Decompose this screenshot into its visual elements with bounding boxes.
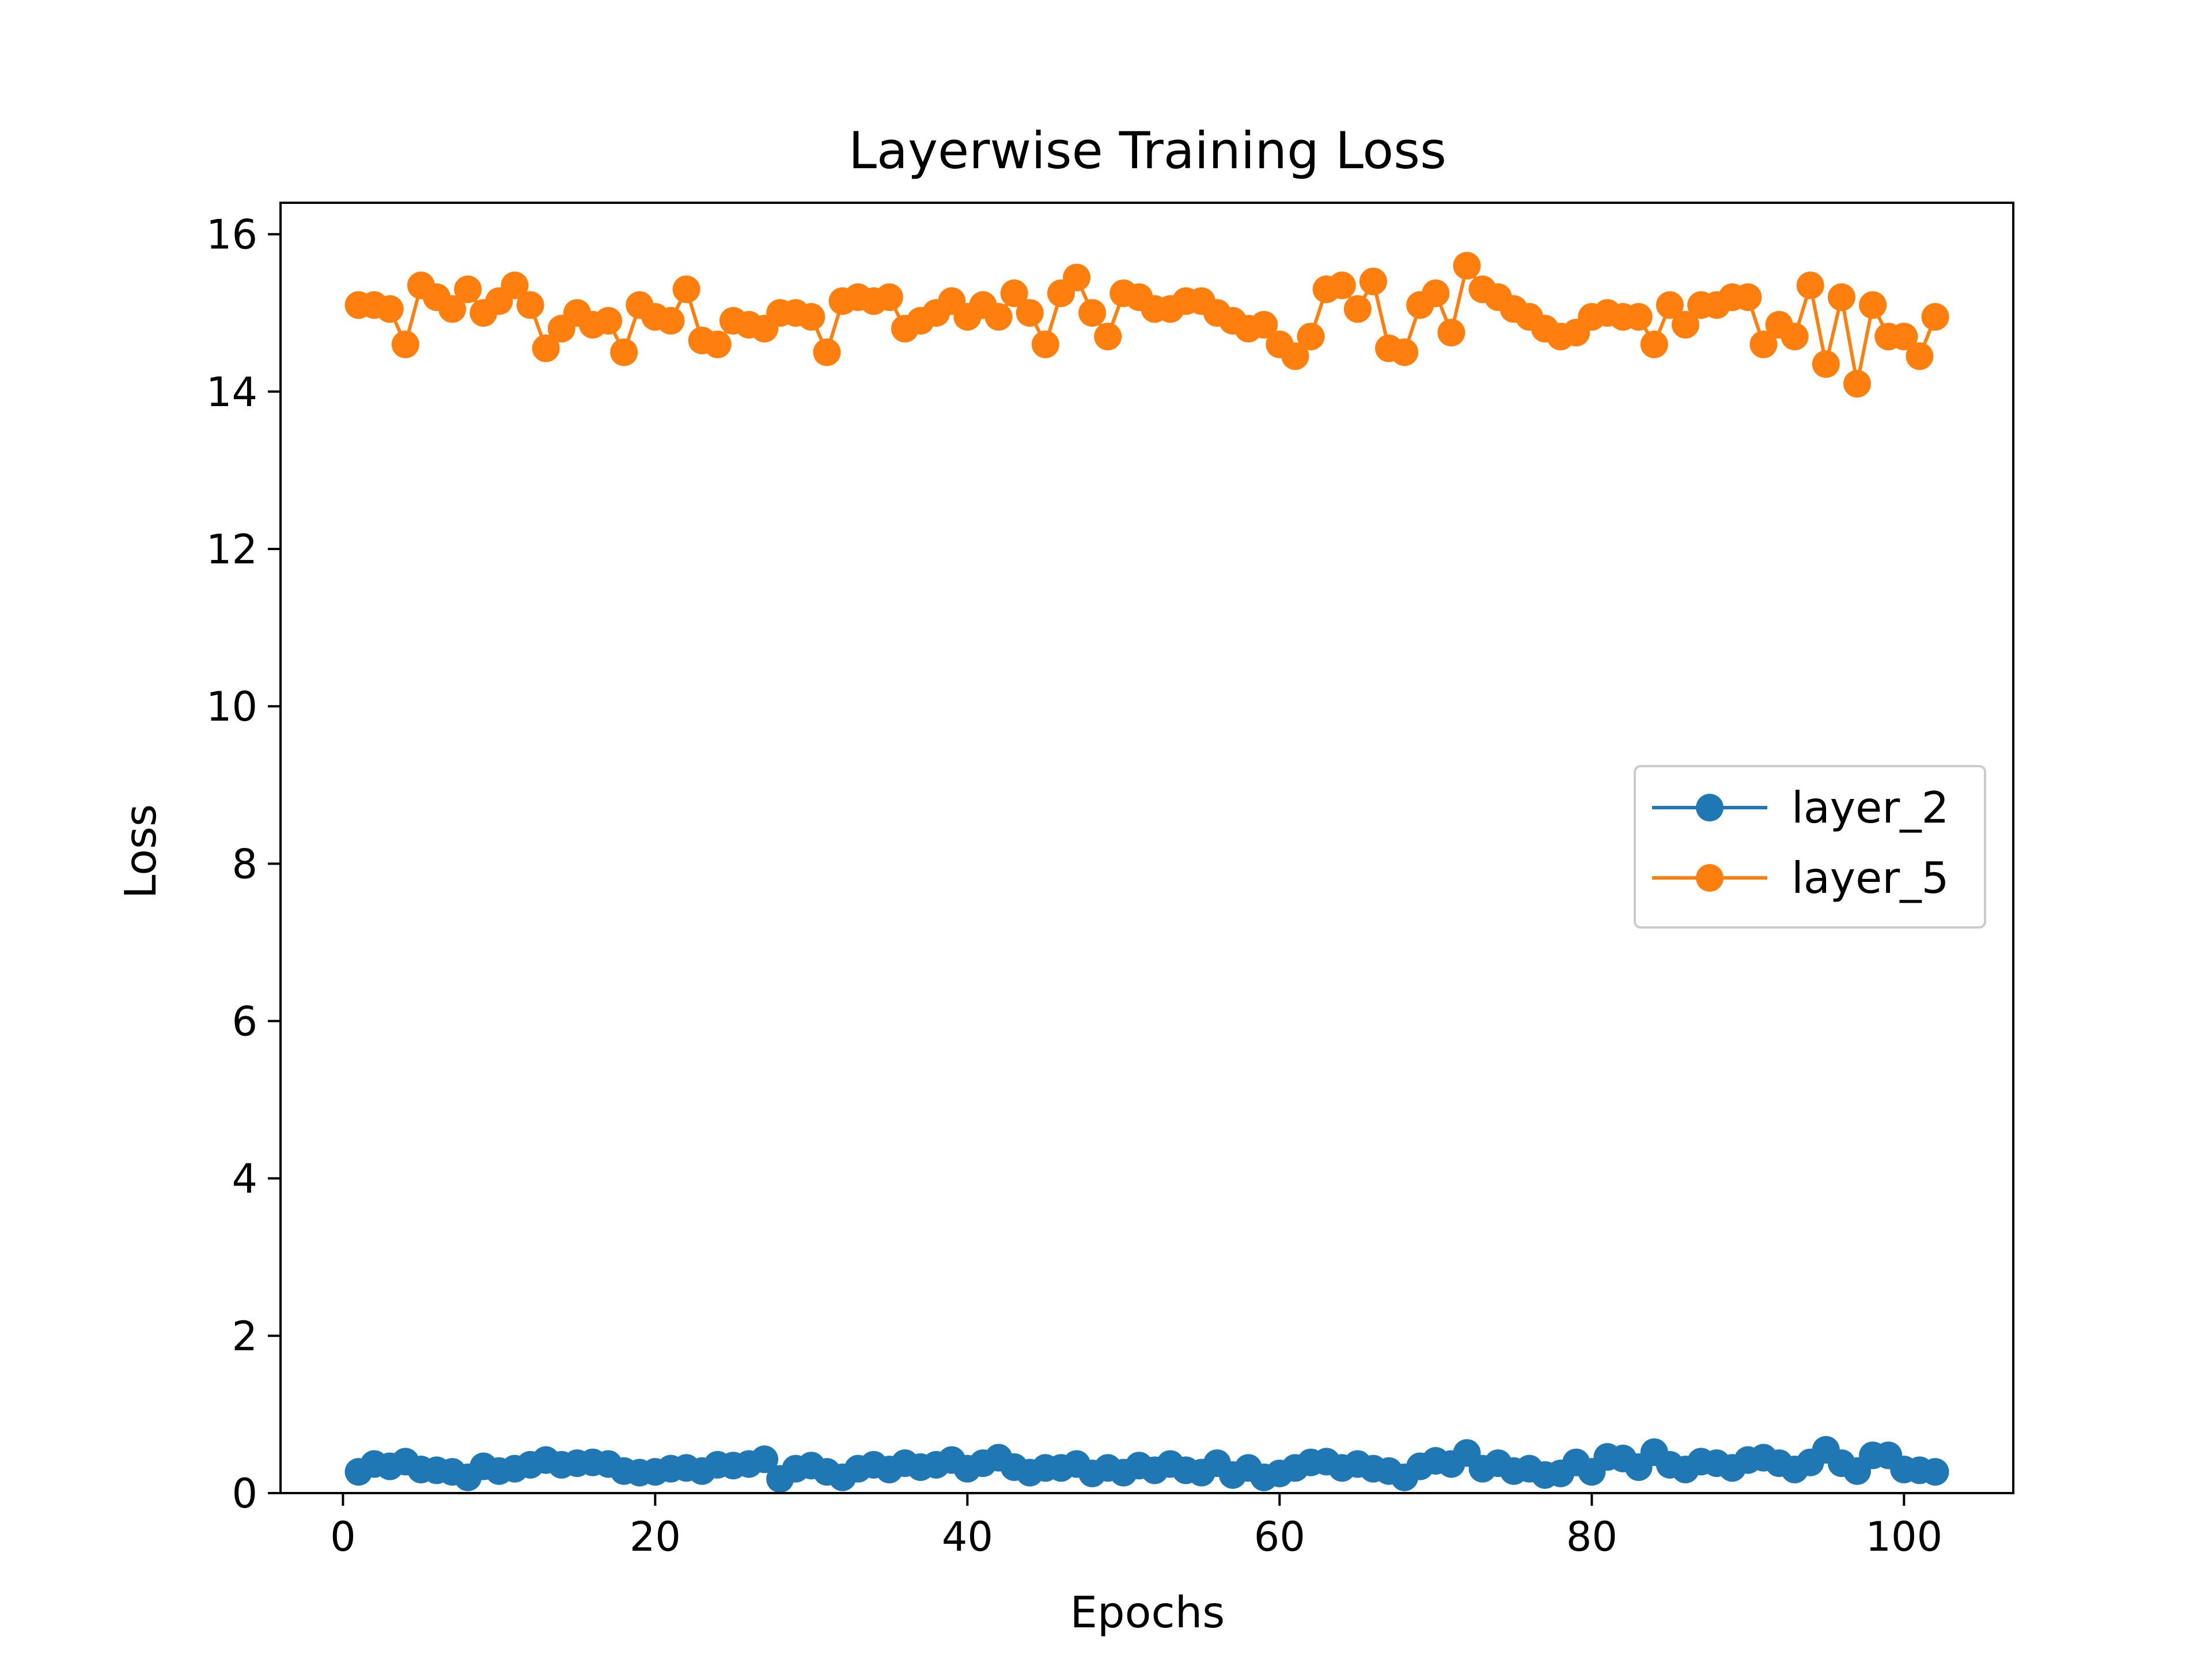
chart-title: Layerwise Training Loss <box>849 121 1446 180</box>
data-point-layer_5 <box>1734 283 1762 311</box>
y-tick-label: 8 <box>232 840 257 888</box>
data-point-layer_5 <box>1906 342 1934 370</box>
data-point-layer_5 <box>1297 323 1325 351</box>
data-point-layer_5 <box>438 295 467 323</box>
data-point-layer_5 <box>797 303 825 331</box>
data-point-layer_5 <box>1796 271 1824 300</box>
y-tick-label: 2 <box>232 1313 257 1360</box>
data-point-layer_2 <box>751 1445 779 1474</box>
plot-area-frame <box>279 202 2014 1494</box>
series-layer_2 <box>344 1435 1949 1493</box>
data-point-layer_5 <box>1063 263 1091 291</box>
y-tick-label: 4 <box>232 1156 257 1203</box>
data-point-layer_5 <box>1016 299 1044 327</box>
data-point-layer_5 <box>1250 310 1278 339</box>
y-tick-label: 14 <box>206 369 257 416</box>
legend-marker-layer_2 <box>1696 794 1724 821</box>
y-axis-label: Loss <box>115 804 166 899</box>
data-point-layer_5 <box>1812 350 1840 378</box>
x-tick-label: 60 <box>1254 1513 1305 1560</box>
x-tick-label: 100 <box>1866 1513 1943 1560</box>
data-point-layer_5 <box>1921 303 1949 331</box>
legend-marker-layer_5 <box>1696 864 1724 892</box>
y-tick-label: 16 <box>206 211 257 259</box>
data-point-layer_5 <box>1890 323 1918 351</box>
data-point-layer_5 <box>376 295 404 323</box>
x-tick-label: 20 <box>630 1513 681 1560</box>
x-tick-label: 80 <box>1566 1513 1618 1560</box>
data-point-layer_5 <box>532 334 560 362</box>
data-point-layer_5 <box>1422 279 1450 308</box>
data-point-layer_5 <box>1094 323 1122 351</box>
data-point-layer_5 <box>1000 279 1028 308</box>
data-point-layer_5 <box>1749 330 1778 358</box>
data-point-layer_5 <box>1781 323 1809 351</box>
data-point-layer_5 <box>1359 267 1387 296</box>
y-tick-label: 10 <box>206 683 257 730</box>
data-point-layer_5 <box>1031 330 1059 358</box>
series-layer_5 <box>344 252 1949 398</box>
data-point-layer_5 <box>1078 299 1107 327</box>
data-point-layer_5 <box>984 303 1013 331</box>
data-point-layer_5 <box>703 330 732 358</box>
data-point-layer_5 <box>594 306 623 335</box>
y-tick-label: 0 <box>232 1470 257 1517</box>
x-tick-label: 0 <box>330 1513 356 1560</box>
y-tick-label: 6 <box>232 998 257 1045</box>
data-point-layer_5 <box>1827 283 1855 311</box>
legend: layer_2 layer_5 <box>1634 765 1986 929</box>
data-point-layer_5 <box>1671 310 1699 339</box>
y-tick-label: 12 <box>206 526 257 573</box>
data-point-layer_5 <box>1843 370 1872 398</box>
data-point-layer_5 <box>1453 252 1481 280</box>
data-point-layer_5 <box>1343 295 1372 323</box>
x-tick-label: 40 <box>942 1513 993 1560</box>
data-point-layer_5 <box>1437 319 1465 347</box>
data-point-layer_5 <box>1281 342 1309 370</box>
data-point-layer_2 <box>1921 1458 1949 1486</box>
data-point-layer_5 <box>516 291 544 319</box>
data-point-layer_5 <box>1391 338 1419 366</box>
data-point-layer_5 <box>875 283 903 311</box>
data-point-layer_5 <box>391 330 419 358</box>
x-axis-label: Epochs <box>1070 1587 1225 1638</box>
data-point-layer_5 <box>501 271 529 300</box>
data-point-layer_5 <box>672 275 700 304</box>
data-point-layer_5 <box>454 275 482 304</box>
data-point-layer_5 <box>1624 303 1653 331</box>
data-point-layer_5 <box>657 306 685 335</box>
legend-label-layer_2: layer_2 <box>1791 782 1949 833</box>
plot-series <box>344 252 1949 1493</box>
data-point-layer_5 <box>610 338 638 366</box>
x-axis-ticks: 0 20 40 60 80 100 <box>330 1493 1942 1560</box>
data-point-layer_5 <box>1656 291 1684 319</box>
y-axis-ticks: 0 2 4 6 8 10 12 14 16 <box>206 211 281 1517</box>
data-point-layer_5 <box>1859 291 1887 319</box>
data-point-layer_5 <box>813 338 841 366</box>
legend-label-layer_5: layer_5 <box>1791 853 1949 903</box>
data-point-layer_5 <box>1640 330 1668 358</box>
data-point-layer_5 <box>1328 271 1356 300</box>
